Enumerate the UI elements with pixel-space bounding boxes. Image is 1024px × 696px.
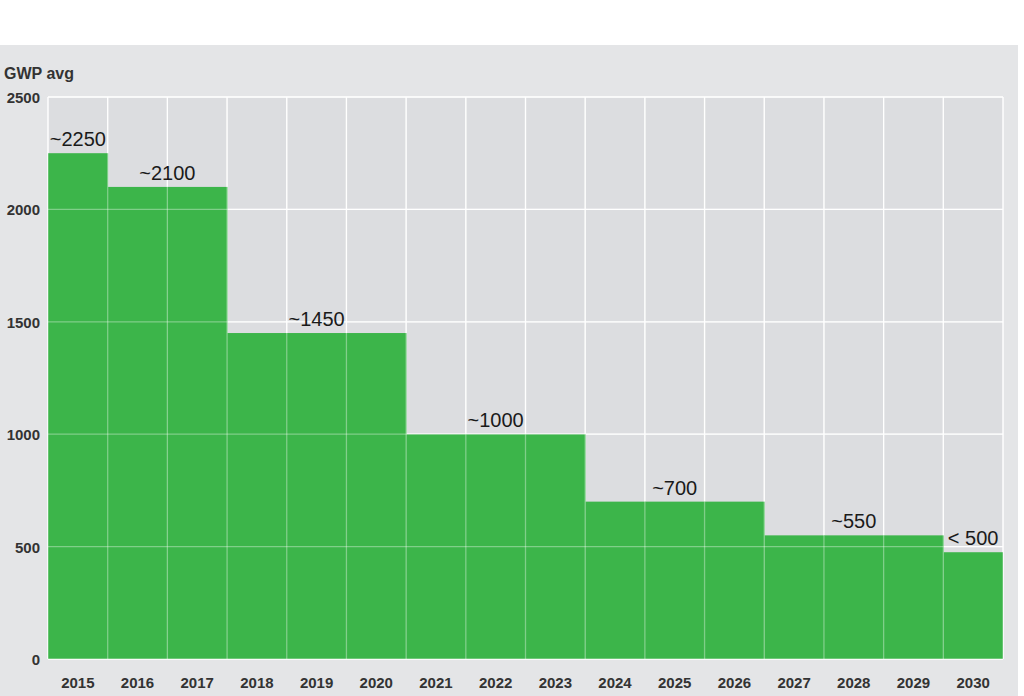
grid-line-x <box>226 97 227 659</box>
grid-line-x <box>286 97 287 659</box>
grid-line-x <box>764 97 765 659</box>
grid-line-x <box>644 97 645 659</box>
data-label: ~550 <box>831 510 876 532</box>
grid-line-x <box>226 97 227 659</box>
data-label: ~1000 <box>468 409 524 431</box>
x-tick-label: 2017 <box>181 674 214 691</box>
grid-line-x <box>883 97 884 659</box>
y-tick-label: 1500 <box>7 314 40 331</box>
x-tick-label: 2021 <box>419 674 452 691</box>
grid-line-x <box>465 97 466 659</box>
grid-line-x <box>704 97 705 659</box>
y-tick-label: 2500 <box>7 89 40 106</box>
data-label: ~700 <box>652 477 697 499</box>
y-tick-label: 2000 <box>7 201 40 218</box>
bar <box>287 333 347 659</box>
bar <box>167 187 227 659</box>
bar <box>227 333 287 659</box>
chart-svg: 0 500 1000 1500 2000 2500 2015 2016 2017 2018 2019… <box>0 0 1024 696</box>
grid-line-x <box>1002 97 1003 659</box>
grid-line-x <box>943 97 944 659</box>
grid-line-x <box>47 97 48 659</box>
x-tick-label: 2019 <box>300 674 333 691</box>
x-tick-label: 2020 <box>360 674 393 691</box>
y-axis-label: GWP avg <box>4 65 74 82</box>
grid-line-x <box>823 97 824 659</box>
grid-line-x <box>585 97 586 659</box>
x-tick-label: 2027 <box>777 674 810 691</box>
x-tick-label: 2018 <box>240 674 273 691</box>
x-tick-label: 2016 <box>121 674 154 691</box>
x-tick-label: 2029 <box>897 674 930 691</box>
grid-line-x <box>346 97 347 659</box>
x-tick-label: 2023 <box>539 674 572 691</box>
x-tick-label: 2024 <box>598 674 632 691</box>
bar <box>346 333 406 659</box>
chart-container: 0 500 1000 1500 2000 2500 2015 2016 2017 2018 2019… <box>0 0 1024 696</box>
plot-background <box>48 97 1003 659</box>
grid-line-x <box>883 97 884 659</box>
bar <box>943 552 1003 659</box>
bar <box>824 535 884 659</box>
grid-line-x <box>47 97 48 659</box>
bar <box>705 502 765 659</box>
grid-line-x <box>107 97 108 659</box>
data-label: ~2250 <box>50 128 106 150</box>
panel-background <box>0 45 1018 696</box>
grid-line-x <box>405 97 406 659</box>
grid-line-x <box>346 97 347 659</box>
x-tick-label: 2028 <box>837 674 870 691</box>
grid-line-x <box>525 97 526 659</box>
grid-line-x <box>107 97 108 659</box>
grid-line-x <box>585 97 586 659</box>
bar <box>585 502 645 659</box>
page: {"chart_data": {"type": "bar", "y_label"… <box>0 0 1024 696</box>
grid-line-x <box>644 97 645 659</box>
grid-line-x <box>823 97 824 659</box>
x-tick-label: 2030 <box>956 674 989 691</box>
y-tick-label: 500 <box>15 539 40 556</box>
x-tick-label: 2015 <box>61 674 94 691</box>
bar <box>764 535 824 659</box>
data-label: ~2100 <box>139 162 195 184</box>
bar <box>108 187 168 659</box>
y-tick-label: 1000 <box>7 426 40 443</box>
grid-line-x <box>943 97 944 659</box>
data-label: < 500 <box>948 527 999 549</box>
grid-line-x <box>1002 97 1003 659</box>
grid-line-x <box>465 97 466 659</box>
x-tick-label: 2026 <box>718 674 751 691</box>
y-tick-label: 0 <box>32 651 40 668</box>
grid-line-x <box>405 97 406 659</box>
bar <box>884 535 944 659</box>
grid-line-x <box>764 97 765 659</box>
x-tick-label: 2025 <box>658 674 691 691</box>
grid-line-x <box>286 97 287 659</box>
bar <box>48 153 108 659</box>
grid-line-x <box>525 97 526 659</box>
grid-front <box>48 97 1003 659</box>
grid-line-x <box>704 97 705 659</box>
data-label: ~1450 <box>289 308 345 330</box>
grid-back <box>48 97 1003 659</box>
x-tick-label: 2022 <box>479 674 512 691</box>
bar <box>645 502 705 659</box>
